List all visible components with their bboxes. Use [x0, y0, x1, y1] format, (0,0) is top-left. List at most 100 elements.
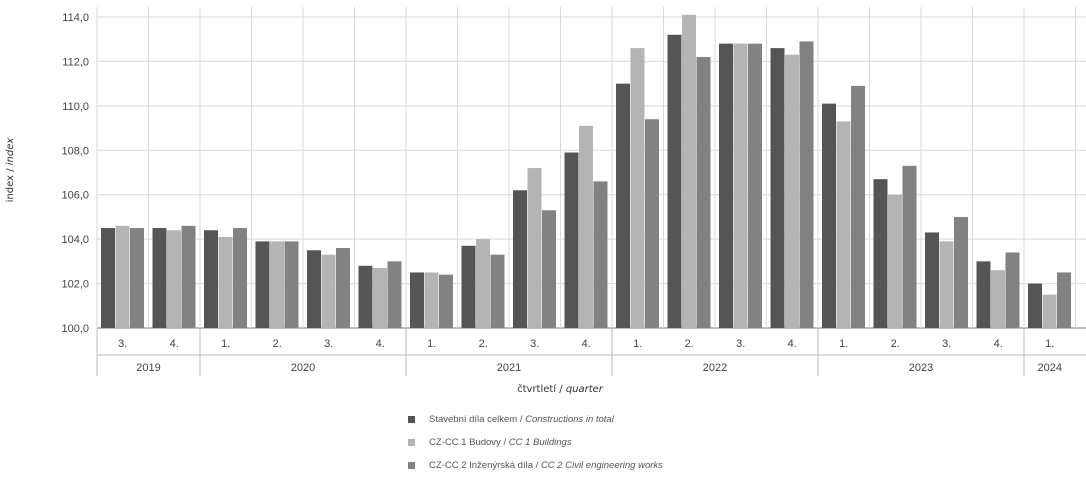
- bar: [1005, 252, 1020, 328]
- x-tick-label: 2.: [273, 338, 282, 350]
- x-tick-label: 1.: [839, 338, 848, 350]
- bar: [1057, 272, 1071, 328]
- bar: [748, 43, 762, 329]
- bar: [630, 48, 645, 328]
- x-tick-label: 2.: [685, 338, 694, 350]
- x-tick-label: 4.: [994, 338, 1003, 350]
- bar: [851, 85, 865, 328]
- year-label: 2019: [136, 362, 160, 374]
- legend-item-total: Stavební díla celkem / Constructions in …: [408, 413, 663, 426]
- y-tick-label: 100,0: [61, 323, 89, 335]
- x-tick-label: 4.: [376, 338, 385, 350]
- x-tick-label: 4.: [788, 338, 797, 350]
- bar: [527, 168, 542, 328]
- bar: [542, 210, 556, 328]
- legend: Stavební díla celkem / Constructions in …: [408, 413, 663, 482]
- bar: [410, 272, 424, 328]
- bar: [101, 228, 115, 328]
- bar: [564, 152, 579, 328]
- bar: [954, 216, 968, 328]
- x-axis: 3. 4. 1. 2. 3. 4. 1. 2. 3. 4. 1. 2. 3. 4. 1. 2. 3. 4. 1. 20…: [96, 328, 1086, 376]
- year-label: 2020: [291, 362, 315, 374]
- y-tick-label: 110,0: [62, 101, 89, 113]
- x-tick-label: 3.: [530, 338, 539, 350]
- bar: [167, 230, 181, 328]
- x-tick-label: 4.: [170, 338, 179, 350]
- legend-item-buildings: CZ-CC 1 Budovy / CC 1 Buildings: [408, 436, 663, 449]
- bar: [682, 14, 696, 329]
- bar: [307, 250, 321, 328]
- x-tick-label: 1.: [1045, 338, 1054, 350]
- bar: [130, 228, 144, 328]
- bar: [336, 248, 350, 328]
- bar: [976, 261, 991, 328]
- bar: [270, 241, 284, 328]
- bar: [321, 254, 336, 328]
- bar: [902, 165, 917, 328]
- x-tick-label: 3.: [942, 338, 951, 350]
- bar: [218, 236, 233, 328]
- bar: [836, 121, 851, 329]
- bars: [101, 14, 1071, 329]
- bar: [233, 228, 247, 328]
- bar: [822, 103, 836, 328]
- bar: [579, 125, 593, 328]
- bar: [490, 254, 505, 328]
- bar: [719, 43, 733, 329]
- x-tick-label: 2.: [479, 338, 488, 350]
- bar: [284, 241, 299, 328]
- bar: [888, 194, 902, 328]
- bar: [616, 83, 630, 329]
- bar: [204, 230, 218, 328]
- bar: [733, 43, 748, 329]
- bar: [424, 272, 439, 328]
- bar: [991, 270, 1005, 328]
- bar: [645, 119, 659, 328]
- bar: [1028, 283, 1042, 328]
- bar: [152, 228, 167, 328]
- x-tick-label: 3.: [736, 338, 745, 350]
- y-tick-label: 114,0: [62, 12, 89, 24]
- y-axis-title: index / index: [5, 138, 16, 203]
- x-axis-title: čtvrtletí / quarter: [517, 383, 604, 395]
- x-tick-label: 3.: [118, 338, 127, 350]
- year-label: 2023: [909, 362, 933, 374]
- bar: [373, 268, 387, 328]
- y-tick-label: 102,0: [61, 279, 89, 291]
- legend-swatch-total: [408, 416, 415, 423]
- bar: [799, 41, 814, 328]
- bar: [939, 241, 954, 328]
- y-tick-label: 104,0: [61, 234, 89, 246]
- bar: [439, 274, 453, 328]
- bar: [667, 34, 682, 329]
- bar: [461, 245, 476, 328]
- year-label: 2021: [497, 362, 521, 374]
- bar: [1042, 294, 1057, 328]
- legend-swatch-civil: [408, 462, 415, 469]
- bar: [115, 225, 130, 328]
- bar: [696, 56, 711, 328]
- bar: [770, 48, 785, 328]
- x-tick-label: 2.: [891, 338, 900, 350]
- bar: [358, 265, 373, 328]
- legend-swatch-buildings: [408, 439, 415, 446]
- y-tick-label: 108,0: [61, 145, 89, 157]
- bar: [181, 225, 196, 328]
- x-tick-label: 1.: [221, 338, 230, 350]
- legend-item-civil: CZ-CC 2 Inženýrská díla / CC 2 Civil eng…: [408, 459, 663, 472]
- year-label: 2024: [1038, 362, 1062, 374]
- y-tick-label: 106,0: [61, 190, 89, 202]
- x-tick-label: 3.: [324, 338, 333, 350]
- bar: [513, 190, 527, 328]
- y-tick-label: 112,0: [62, 56, 89, 68]
- x-tick-label: 1.: [633, 338, 642, 350]
- bar: [785, 54, 799, 329]
- bar: [255, 241, 270, 328]
- bar: [593, 181, 608, 328]
- bar: [873, 179, 888, 328]
- year-label: 2022: [703, 362, 727, 374]
- bar: [476, 239, 490, 328]
- grid: [96, 7, 1086, 329]
- x-tick-label: 1.: [427, 338, 436, 350]
